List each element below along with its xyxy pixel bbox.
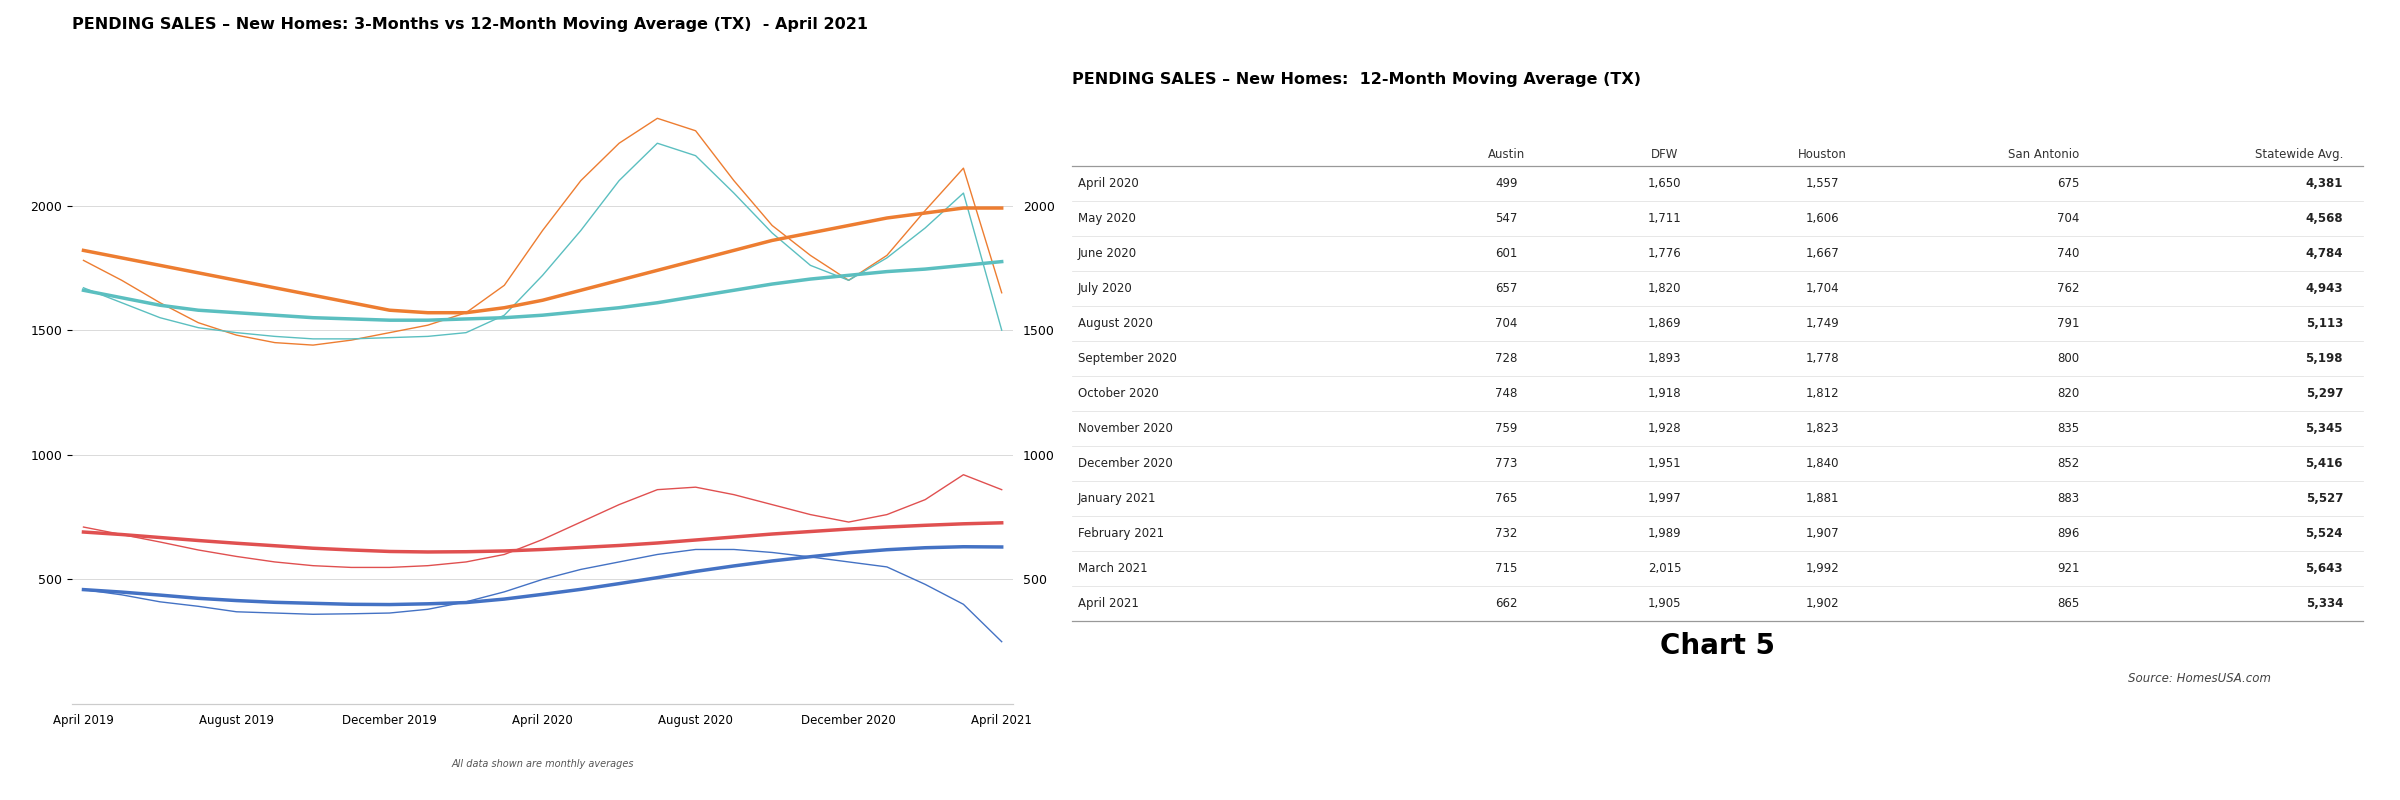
Text: 704: 704 xyxy=(2057,212,2078,225)
Text: 791: 791 xyxy=(2057,317,2078,330)
Text: 5,524: 5,524 xyxy=(2306,527,2342,540)
Text: 5,416: 5,416 xyxy=(2306,457,2342,470)
Text: 1,997: 1,997 xyxy=(1646,492,1682,505)
Text: 1,557: 1,557 xyxy=(1805,177,1838,190)
Text: 762: 762 xyxy=(2057,282,2078,295)
Text: 1,951: 1,951 xyxy=(1649,457,1682,470)
Text: 5,527: 5,527 xyxy=(2306,492,2342,505)
Text: PENDING SALES – New Homes:  12-Month Moving Average (TX): PENDING SALES – New Homes: 12-Month Movi… xyxy=(1070,72,1642,87)
Text: 1,823: 1,823 xyxy=(1805,422,1838,435)
Text: 896: 896 xyxy=(2057,527,2078,540)
Text: 5,113: 5,113 xyxy=(2306,317,2342,330)
Text: 5,643: 5,643 xyxy=(2306,562,2342,575)
Text: 1,918: 1,918 xyxy=(1649,387,1682,400)
Text: 715: 715 xyxy=(1495,562,1517,575)
Text: PENDING SALES – New Homes: 3-Months vs 12-Month Moving Average (TX)  - April 202: PENDING SALES – New Homes: 3-Months vs 1… xyxy=(72,17,869,32)
Text: 800: 800 xyxy=(2057,352,2078,365)
Text: All data shown are monthly averages: All data shown are monthly averages xyxy=(451,759,634,769)
Text: April 2020: April 2020 xyxy=(1078,177,1140,190)
Text: 1,749: 1,749 xyxy=(1805,317,1838,330)
Text: September 2020: September 2020 xyxy=(1078,352,1176,365)
Text: 4,943: 4,943 xyxy=(2306,282,2342,295)
Text: Source: HomesUSA.com: Source: HomesUSA.com xyxy=(2126,671,2270,685)
Text: 852: 852 xyxy=(2057,457,2078,470)
Text: 1,650: 1,650 xyxy=(1649,177,1682,190)
Text: 1,606: 1,606 xyxy=(1805,212,1838,225)
Text: June 2020: June 2020 xyxy=(1078,247,1138,260)
Text: 601: 601 xyxy=(1495,247,1517,260)
Text: 1,820: 1,820 xyxy=(1649,282,1682,295)
Text: 1,812: 1,812 xyxy=(1805,387,1838,400)
Text: 1,893: 1,893 xyxy=(1649,352,1682,365)
Text: 732: 732 xyxy=(1495,527,1517,540)
Text: 704: 704 xyxy=(1495,317,1517,330)
Text: March 2021: March 2021 xyxy=(1078,562,1147,575)
Text: 835: 835 xyxy=(2057,422,2078,435)
Text: 1,881: 1,881 xyxy=(1805,492,1838,505)
Text: 1,992: 1,992 xyxy=(1805,562,1838,575)
Text: January 2021: January 2021 xyxy=(1078,492,1157,505)
Text: August 2020: August 2020 xyxy=(1078,317,1152,330)
Text: 921: 921 xyxy=(2057,562,2078,575)
Text: 1,907: 1,907 xyxy=(1805,527,1838,540)
Text: Chart 5: Chart 5 xyxy=(1661,632,1774,660)
Text: 759: 759 xyxy=(1495,422,1517,435)
Text: DFW: DFW xyxy=(1651,148,1678,161)
Text: December 2020: December 2020 xyxy=(1078,457,1174,470)
Text: 1,667: 1,667 xyxy=(1805,247,1838,260)
Text: May 2020: May 2020 xyxy=(1078,212,1135,225)
Text: 820: 820 xyxy=(2057,387,2078,400)
Text: 1,869: 1,869 xyxy=(1649,317,1682,330)
Text: 728: 728 xyxy=(1495,352,1517,365)
Text: 765: 765 xyxy=(1495,492,1517,505)
Text: 4,381: 4,381 xyxy=(2306,177,2342,190)
Text: April 2021: April 2021 xyxy=(1078,597,1140,610)
Text: July 2020: July 2020 xyxy=(1078,282,1133,295)
Text: Houston: Houston xyxy=(1798,148,1848,161)
Text: 1,840: 1,840 xyxy=(1805,457,1838,470)
Text: 748: 748 xyxy=(1495,387,1517,400)
Text: Austin: Austin xyxy=(1488,148,1524,161)
Text: November 2020: November 2020 xyxy=(1078,422,1174,435)
Text: San Antonio: San Antonio xyxy=(2009,148,2078,161)
Text: 5,297: 5,297 xyxy=(2306,387,2342,400)
Text: 1,989: 1,989 xyxy=(1649,527,1682,540)
Text: 740: 740 xyxy=(2057,247,2078,260)
Text: 883: 883 xyxy=(2057,492,2078,505)
Text: 1,711: 1,711 xyxy=(1646,212,1682,225)
Text: 5,334: 5,334 xyxy=(2306,597,2342,610)
Text: 1,902: 1,902 xyxy=(1805,597,1838,610)
Text: 675: 675 xyxy=(2057,177,2078,190)
Text: 865: 865 xyxy=(2057,597,2078,610)
Text: February 2021: February 2021 xyxy=(1078,527,1164,540)
Text: 773: 773 xyxy=(1495,457,1517,470)
Text: 1,905: 1,905 xyxy=(1649,597,1682,610)
Text: Statewide Avg.: Statewide Avg. xyxy=(2254,148,2342,161)
Text: 1,778: 1,778 xyxy=(1805,352,1838,365)
Text: 4,568: 4,568 xyxy=(2306,212,2342,225)
Text: 547: 547 xyxy=(1495,212,1517,225)
Text: October 2020: October 2020 xyxy=(1078,387,1159,400)
Text: 662: 662 xyxy=(1495,597,1517,610)
Text: 5,345: 5,345 xyxy=(2306,422,2342,435)
Text: 5,198: 5,198 xyxy=(2306,352,2342,365)
Text: 1,704: 1,704 xyxy=(1805,282,1838,295)
Text: 1,928: 1,928 xyxy=(1649,422,1682,435)
Text: 499: 499 xyxy=(1495,177,1517,190)
Text: 4,784: 4,784 xyxy=(2306,247,2342,260)
Text: 2,015: 2,015 xyxy=(1649,562,1682,575)
Text: 657: 657 xyxy=(1495,282,1517,295)
Text: 1,776: 1,776 xyxy=(1646,247,1682,260)
